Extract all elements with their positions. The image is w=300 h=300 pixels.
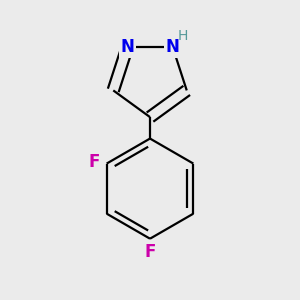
Text: N: N: [120, 38, 134, 56]
Text: F: F: [89, 153, 100, 171]
Text: N: N: [166, 38, 180, 56]
Text: H: H: [178, 29, 188, 44]
Text: F: F: [144, 243, 156, 261]
